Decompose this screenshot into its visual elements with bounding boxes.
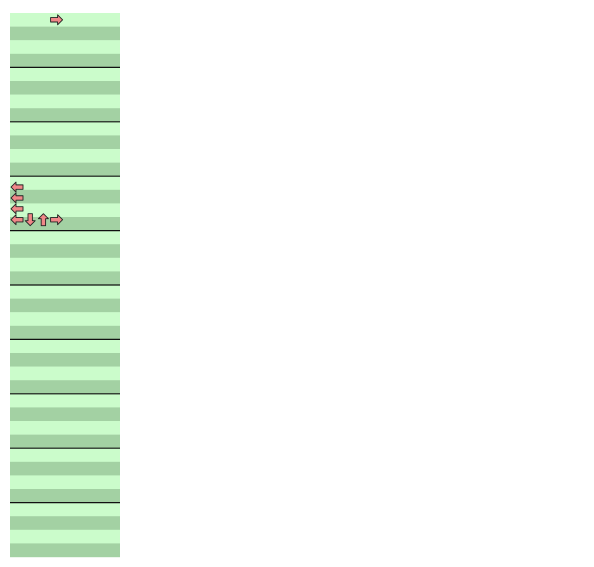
beat-stripe <box>10 271 120 286</box>
beat-stripe <box>10 149 120 163</box>
up-arrow-icon <box>37 213 49 227</box>
beat-stripe <box>10 81 120 95</box>
beat-stripe <box>10 67 120 82</box>
beat-stripe <box>10 94 120 109</box>
beat-stripe <box>10 448 120 462</box>
left-arrow-icon <box>10 203 24 215</box>
right-arrow-icon <box>50 14 64 26</box>
beat-stripe <box>10 312 120 326</box>
beat-stripe <box>10 475 120 490</box>
beat-stripe <box>10 217 120 231</box>
beat-stripe <box>10 121 120 136</box>
beat-stripe <box>10 421 120 435</box>
beat-stripe <box>10 257 120 272</box>
beat-stripe <box>10 325 120 340</box>
beat-stripe <box>10 339 120 354</box>
beat-stripe <box>10 489 120 503</box>
left-arrow-icon <box>10 192 24 204</box>
beat-stripe <box>10 176 120 190</box>
beat-stripe <box>10 135 120 150</box>
beat-stripe <box>10 516 120 530</box>
beat-stripe <box>10 434 120 449</box>
down-arrow-icon <box>24 213 36 227</box>
beat-stripe <box>10 108 120 122</box>
beat-stripe <box>10 230 120 245</box>
left-arrow-icon <box>10 181 24 193</box>
beat-stripe <box>10 13 120 27</box>
chart-column <box>10 13 120 558</box>
beat-stripe <box>10 298 120 313</box>
beat-stripe <box>10 40 120 54</box>
beat-stripe <box>10 366 120 381</box>
beat-stripe <box>10 203 120 218</box>
beat-stripe <box>10 543 120 558</box>
beat-stripe <box>10 189 120 204</box>
beat-stripe <box>10 162 120 177</box>
beat-stripe <box>10 244 120 258</box>
right-arrow-icon <box>50 214 64 226</box>
beat-stripe <box>10 393 120 408</box>
beat-stripe <box>10 26 120 41</box>
beat-stripe <box>10 529 120 544</box>
beat-stripe <box>10 53 120 68</box>
beat-stripe <box>10 380 120 394</box>
beat-stripe <box>10 353 120 367</box>
beat-stripe <box>10 285 120 299</box>
beat-stripe <box>10 407 120 422</box>
beat-stripe <box>10 502 120 517</box>
left-arrow-icon <box>10 214 24 226</box>
beat-stripe <box>10 461 120 476</box>
